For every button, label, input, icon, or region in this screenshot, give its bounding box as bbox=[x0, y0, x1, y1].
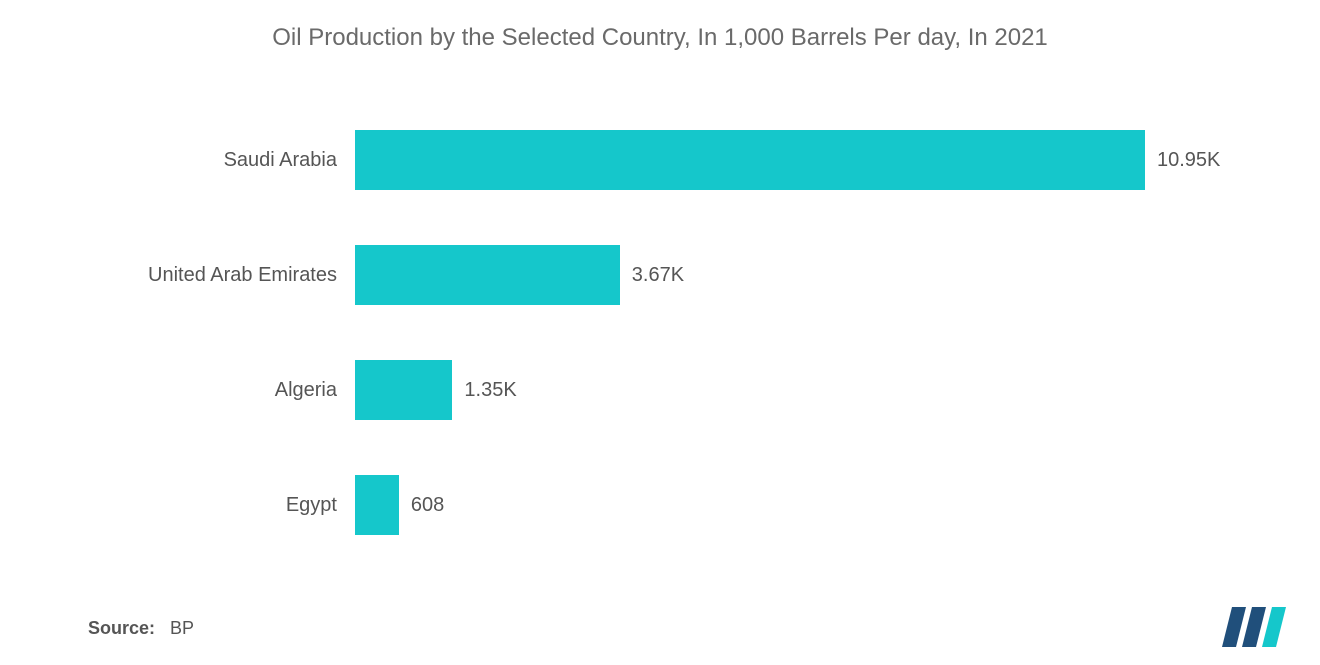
category-label: Egypt bbox=[286, 494, 355, 517]
chart-title: Oil Production by the Selected Country, … bbox=[0, 24, 1320, 52]
value-label: 1.35K bbox=[452, 379, 516, 402]
category-label: Algeria bbox=[275, 379, 355, 402]
source-line: Source: BP bbox=[88, 618, 194, 639]
brand-logo bbox=[1222, 607, 1288, 647]
source-key: Source: bbox=[88, 618, 155, 638]
source-value: BP bbox=[170, 618, 194, 638]
bar bbox=[355, 475, 399, 535]
bar-row: United Arab Emirates3.67K bbox=[355, 245, 684, 305]
value-label: 3.67K bbox=[620, 264, 684, 287]
logo-bars-icon bbox=[1222, 607, 1286, 647]
value-label: 10.95K bbox=[1145, 149, 1220, 172]
bar bbox=[355, 360, 452, 420]
bar bbox=[355, 245, 620, 305]
category-label: Saudi Arabia bbox=[224, 149, 355, 172]
bar-row: Egypt608 bbox=[355, 475, 444, 535]
bar bbox=[355, 130, 1145, 190]
value-label: 608 bbox=[399, 494, 444, 517]
chart-container: Oil Production by the Selected Country, … bbox=[0, 0, 1320, 665]
plot-area: Saudi Arabia10.95KUnited Arab Emirates3.… bbox=[355, 130, 1175, 570]
bar-row: Saudi Arabia10.95K bbox=[355, 130, 1220, 190]
category-label: United Arab Emirates bbox=[148, 264, 355, 287]
bar-row: Algeria1.35K bbox=[355, 360, 517, 420]
